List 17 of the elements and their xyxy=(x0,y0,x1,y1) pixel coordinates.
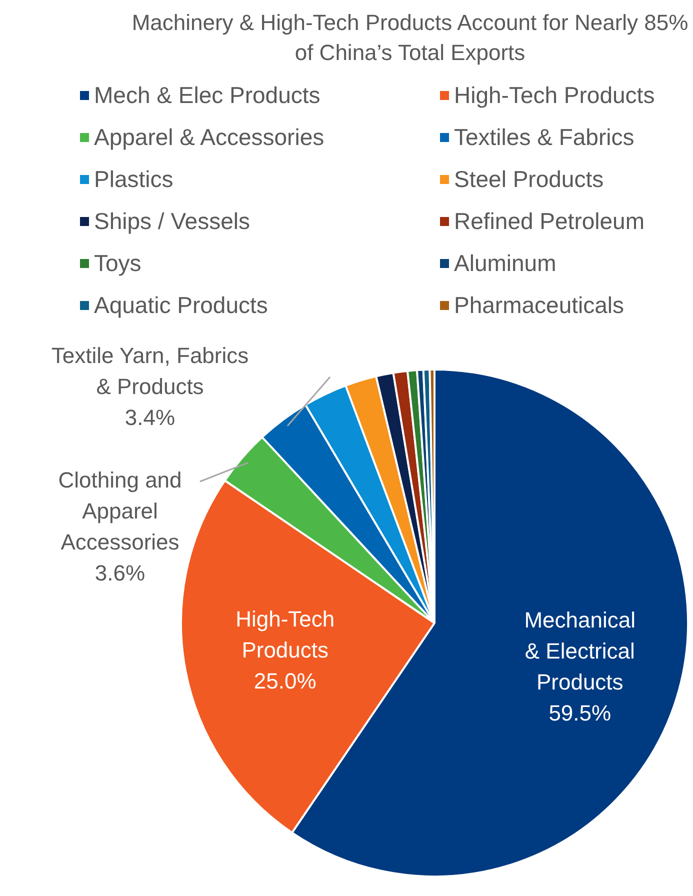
legend-label: Steel Products xyxy=(454,166,604,192)
data-label: Textile Yarn, Fabrics & Products 3.4% xyxy=(51,343,249,430)
legend-label: Mech & Elec Products xyxy=(94,82,320,108)
legend-label: High-Tech Products xyxy=(454,82,655,108)
data-label: Mechanical & Electrical Products 59.5% xyxy=(524,607,636,726)
legend-label: Aluminum xyxy=(454,250,556,276)
legend-label: Aquatic Products xyxy=(94,292,268,318)
legend-label: Apparel & Accessories xyxy=(94,124,324,150)
data-label: Clothing and Apparel Accessories 3.6% xyxy=(58,468,182,586)
legend-label: Refined Petroleum xyxy=(454,208,644,234)
legend-label: Toys xyxy=(94,250,142,276)
legend-label: Plastics xyxy=(94,166,174,192)
chart-title: Machinery & High-Tech Products Account for Nearly 85% of China’s Total Exports xyxy=(130,9,690,67)
legend-label: Pharmaceuticals xyxy=(454,292,624,318)
legend-label: Textiles & Fabrics xyxy=(454,124,634,150)
legend-label: Ships / Vessels xyxy=(94,208,250,234)
data-label: High-Tech Products 25.0% xyxy=(236,606,335,694)
